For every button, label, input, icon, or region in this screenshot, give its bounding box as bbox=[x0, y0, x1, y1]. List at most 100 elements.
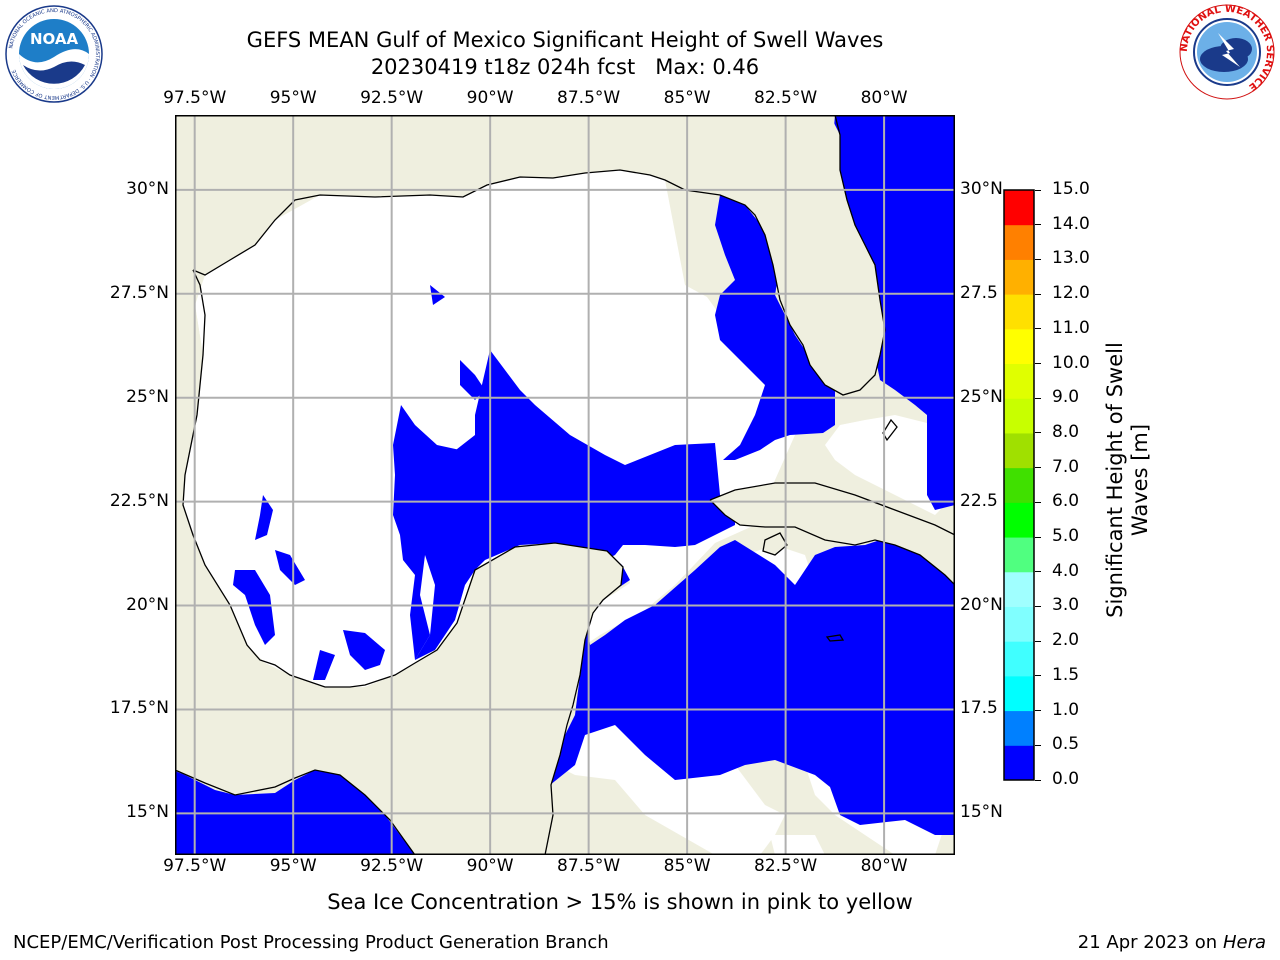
colorbar-segment bbox=[1004, 502, 1034, 538]
colorbar-segment bbox=[1004, 294, 1034, 330]
colorbar-tick-mark bbox=[1035, 363, 1041, 365]
colorbar-tick-mark bbox=[1035, 224, 1041, 226]
longitude-tick-label: 80°W bbox=[860, 88, 908, 108]
longitude-tick-label: 87.5°W bbox=[557, 88, 621, 108]
colorbar-segment bbox=[1004, 537, 1034, 573]
colorbar-segment bbox=[1004, 710, 1034, 746]
colorbar-tick-label: 7.0 bbox=[1052, 456, 1080, 477]
colorbar-tick-label: 12.0 bbox=[1052, 283, 1090, 304]
colorbar-tick-label: 4.0 bbox=[1052, 560, 1080, 581]
gulf-of-mexico-map bbox=[175, 115, 955, 855]
footer-right: 21 Apr 2023 on Hera bbox=[1078, 932, 1266, 953]
colorbar-segment bbox=[1004, 675, 1034, 712]
colorbar-segment bbox=[1004, 432, 1034, 469]
colorbar-tick-mark bbox=[1035, 501, 1041, 503]
footer-host: Hera bbox=[1222, 932, 1266, 953]
colorbar-tick-label: 0.0 bbox=[1052, 769, 1080, 789]
colorbar-tick-label: 9.0 bbox=[1052, 387, 1080, 408]
coastlines bbox=[175, 115, 955, 855]
longitude-tick-label: 90°W bbox=[466, 856, 514, 876]
colorbar-tick-mark bbox=[1035, 328, 1041, 330]
longitude-tick-label: 95°W bbox=[269, 88, 317, 108]
colorbar-tick-mark bbox=[1035, 710, 1041, 712]
latitude-tick-label: 15°N bbox=[960, 802, 1003, 823]
footer-date: 21 Apr 2023 on bbox=[1077, 932, 1223, 953]
colorbar-label-line1: Significant Height of Swell bbox=[1103, 342, 1127, 618]
footer-left: NCEP/EMC/Verification Post Processing Pr… bbox=[13, 932, 609, 953]
latitude-tick-label: 30°N bbox=[126, 178, 169, 199]
longitude-tick-label: 90°W bbox=[466, 88, 514, 108]
colorbar-tick-mark bbox=[1035, 397, 1041, 399]
latitude-tick-label: 22.5 bbox=[960, 490, 998, 511]
colorbar-tick-label: 8.0 bbox=[1052, 421, 1080, 442]
colorbar-tick-mark bbox=[1035, 467, 1041, 469]
colorbar-tick-mark bbox=[1035, 605, 1041, 607]
colorbar-tick-mark bbox=[1035, 744, 1041, 746]
colorbar-tick-label: 14.0 bbox=[1052, 213, 1090, 234]
latitude-tick-label: 27.5°N bbox=[109, 282, 169, 303]
longitude-tick-label: 87.5°W bbox=[557, 856, 621, 876]
latitude-tick-label: 20°N bbox=[126, 594, 169, 615]
colorbar-tick-label: 2.0 bbox=[1052, 630, 1080, 651]
longitude-tick-label: 92.5°W bbox=[360, 856, 424, 876]
colorbar-tick-label: 0.5 bbox=[1052, 734, 1080, 755]
colorbar-tick-label: 5.0 bbox=[1052, 526, 1080, 547]
colorbar-tick-mark bbox=[1035, 536, 1041, 538]
colorbar-segment bbox=[1004, 363, 1034, 399]
longitude-tick-label: 95°W bbox=[269, 856, 317, 876]
nws-logo: NATIONAL WEATHER SERVICE bbox=[1179, 4, 1275, 100]
colorbar-tick-label: 6.0 bbox=[1052, 491, 1080, 512]
latitude-tick-label: 30°N bbox=[960, 178, 1003, 199]
chart-subtitle: 20230419 t18z 024h fcst Max: 0.46 bbox=[370, 55, 760, 79]
colorbar-tick-label: 10.0 bbox=[1052, 352, 1090, 373]
latitude-tick-label: 17.5 bbox=[960, 698, 998, 719]
longitude-tick-label: 92.5°W bbox=[360, 88, 424, 108]
longitude-tick-label: 82.5°W bbox=[754, 88, 818, 108]
latitude-tick-label: 20°N bbox=[960, 594, 1003, 615]
graticule bbox=[175, 115, 955, 855]
chart-title: GEFS MEAN Gulf of Mexico Significant Hei… bbox=[246, 28, 884, 52]
longitude-tick-label: 97.5°W bbox=[163, 88, 227, 108]
colorbar-tick-label: 11.0 bbox=[1052, 317, 1090, 338]
colorbar-tick-mark bbox=[1035, 571, 1041, 573]
colorbar-segment bbox=[1004, 259, 1034, 295]
colorbar-segment bbox=[1004, 328, 1034, 365]
colorbar-tick-mark bbox=[1035, 293, 1041, 295]
colorbar-segment bbox=[1004, 190, 1034, 226]
colorbar-segment bbox=[1004, 571, 1034, 607]
colorbar-label-line2: Waves [m] bbox=[1128, 423, 1152, 537]
colorbar-tick-label: 13.0 bbox=[1052, 248, 1090, 269]
colorbar-tick-mark bbox=[1035, 779, 1041, 781]
latitude-tick-label: 27.5 bbox=[960, 282, 998, 303]
noaa-logo-text: NOAA bbox=[30, 30, 79, 48]
latitude-tick-label: 25°N bbox=[960, 386, 1003, 407]
colorbar-segment bbox=[1004, 606, 1034, 642]
latitude-tick-label: 15°N bbox=[126, 802, 169, 823]
colorbar-tick-label: 3.0 bbox=[1052, 595, 1080, 616]
noaa-logo: NOAA NATIONAL OCEANIC AND ATMOSPHERIC AD… bbox=[5, 5, 103, 103]
colorbar-tick-label: 1.5 bbox=[1052, 664, 1080, 685]
colorbar-segment bbox=[1004, 467, 1034, 503]
map-frame bbox=[175, 115, 955, 855]
longitude-tick-label: 85°W bbox=[663, 856, 711, 876]
colorbar-tick-mark bbox=[1035, 258, 1041, 260]
colorbar-segment bbox=[1004, 224, 1034, 260]
colorbar-tick-mark bbox=[1035, 675, 1041, 677]
colorbar-segment bbox=[1004, 641, 1034, 677]
colorbar-tick-mark bbox=[1035, 189, 1041, 191]
latitude-tick-label: 17.5°N bbox=[109, 698, 169, 719]
colorbar-tick-mark bbox=[1035, 432, 1041, 434]
longitude-tick-label: 97.5°W bbox=[163, 856, 227, 876]
colorbar-tick-mark bbox=[1035, 640, 1041, 642]
colorbar-tick-label: 15.0 bbox=[1052, 179, 1090, 199]
longitude-tick-label: 80°W bbox=[860, 856, 908, 876]
longitude-tick-label: 82.5°W bbox=[754, 856, 818, 876]
colorbar bbox=[1003, 189, 1035, 781]
latitude-tick-label: 22.5°N bbox=[109, 490, 169, 511]
longitude-tick-label: 85°W bbox=[663, 88, 711, 108]
colorbar-segment bbox=[1004, 398, 1034, 434]
latitude-tick-label: 25°N bbox=[126, 386, 169, 407]
sea-ice-note: Sea Ice Concentration > 15% is shown in … bbox=[327, 890, 913, 914]
colorbar-tick-label: 1.0 bbox=[1052, 699, 1080, 720]
colorbar-segment bbox=[1004, 745, 1034, 781]
